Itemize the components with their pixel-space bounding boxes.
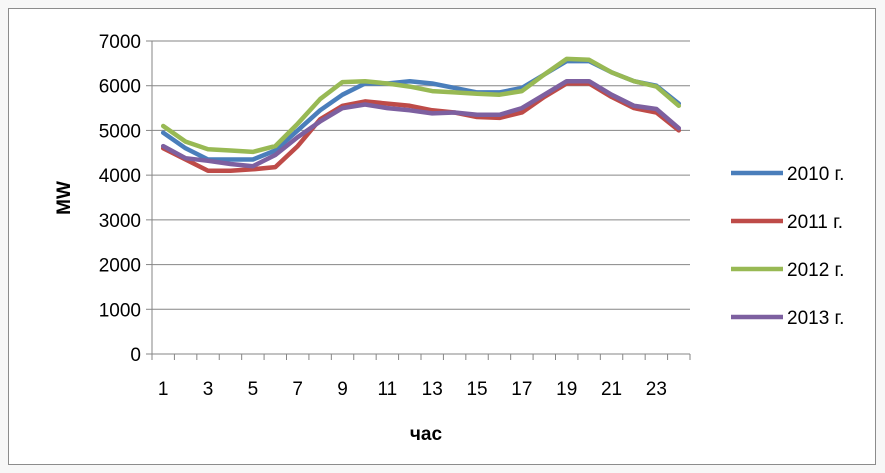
y-tick-label: 2000 xyxy=(99,256,141,277)
y-tick-label: 7000 xyxy=(99,32,141,53)
legend-label: 2011 г. xyxy=(787,212,843,233)
y-tick-label: 0 xyxy=(130,345,141,366)
legend-label: 2012 г. xyxy=(787,260,844,281)
chart-frame: 0 1000 2000 3000 4000 5000 6000 7000 1 3 5 7 9 11 13 15… xyxy=(8,8,876,465)
y-tick-label: 1000 xyxy=(99,300,141,321)
legend-label: 2013 г. xyxy=(787,308,844,329)
y-tick-label: 4000 xyxy=(99,166,141,187)
x-axis-title: час xyxy=(410,424,443,445)
x-tick-label: 5 xyxy=(248,379,259,400)
x-tick-label: 7 xyxy=(292,379,303,400)
x-tick-label: 3 xyxy=(203,379,214,400)
series-lines xyxy=(160,56,682,173)
gridlines xyxy=(152,40,690,310)
x-tick-label: 9 xyxy=(337,379,348,400)
series-line-3 xyxy=(160,56,682,155)
y-tick-label: 5000 xyxy=(99,121,141,142)
y-tick-label: 3000 xyxy=(99,211,141,232)
x-tick-label: 11 xyxy=(378,379,398,400)
x-tick-label: 23 xyxy=(646,379,667,400)
x-tick-label: 19 xyxy=(556,379,577,400)
y-tick-label: 6000 xyxy=(99,77,141,98)
x-tick-label: 15 xyxy=(466,379,487,400)
x-tick-label: 17 xyxy=(511,379,532,400)
x-tick-label: 21 xyxy=(601,379,622,400)
series-line-4 xyxy=(160,78,682,169)
legend: 2010 г. 2011 г. 2012 г. 2013 г. xyxy=(731,164,844,329)
x-tick-label: 1 xyxy=(158,379,169,400)
legend-label: 2010 г. xyxy=(787,164,844,185)
y-axis-title: MW xyxy=(54,181,75,215)
x-tick-label: 13 xyxy=(422,379,443,400)
